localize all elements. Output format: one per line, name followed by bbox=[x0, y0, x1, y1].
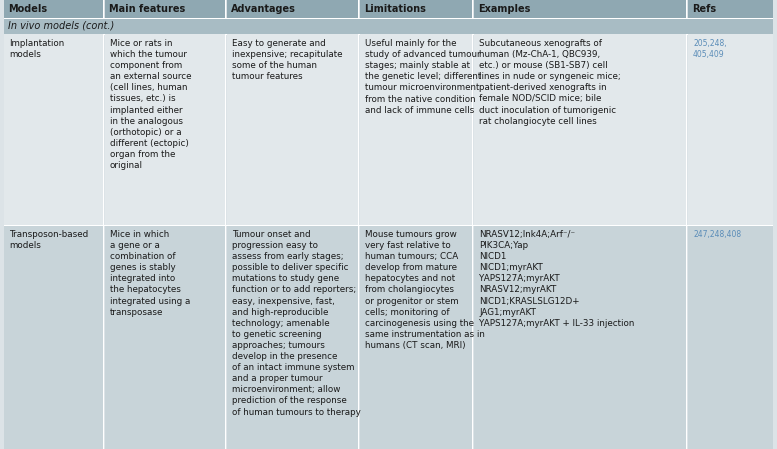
Bar bbox=[225, 0, 226, 18]
Bar bbox=[105, 0, 225, 18]
Bar bbox=[688, 0, 773, 18]
Bar bbox=[4, 18, 773, 19]
Bar bbox=[360, 0, 472, 18]
Bar bbox=[4, 34, 103, 225]
Bar bbox=[227, 225, 358, 449]
Bar bbox=[105, 225, 225, 449]
Bar bbox=[227, 34, 358, 225]
Text: NRASV12;Ink4A;Arf⁻/⁻
PIK3CA;Yap
NICD1
NICD1;myrAKT
YAPS127A;myrAKT
NRASV12;myrAK: NRASV12;Ink4A;Arf⁻/⁻ PIK3CA;Yap NICD1 NI… bbox=[479, 230, 634, 328]
Bar bbox=[227, 0, 358, 18]
Bar bbox=[472, 225, 473, 449]
Text: Useful mainly for the
study of advanced tumour
stages; mainly stable at
the gene: Useful mainly for the study of advanced … bbox=[365, 39, 481, 114]
Bar bbox=[358, 0, 359, 18]
Text: Examples: Examples bbox=[478, 4, 531, 14]
Bar bbox=[474, 0, 686, 18]
Text: 247,248,408: 247,248,408 bbox=[693, 230, 741, 239]
Text: Limitations: Limitations bbox=[364, 4, 426, 14]
Text: Refs: Refs bbox=[692, 4, 716, 14]
Text: 205,248,
405,409: 205,248, 405,409 bbox=[693, 39, 726, 59]
Bar bbox=[472, 0, 473, 18]
Bar bbox=[4, 225, 773, 226]
Bar bbox=[474, 34, 686, 225]
Bar bbox=[103, 225, 104, 449]
Text: Main features: Main features bbox=[109, 4, 185, 14]
Bar bbox=[4, 0, 103, 18]
Text: Advantages: Advantages bbox=[231, 4, 296, 14]
Text: Mice in which
a gene or a
combination of
genes is stably
integrated into
the hep: Mice in which a gene or a combination of… bbox=[110, 230, 190, 317]
Bar bbox=[360, 34, 472, 225]
Bar bbox=[225, 225, 226, 449]
Bar bbox=[360, 225, 472, 449]
Text: In vivo models (cont.): In vivo models (cont.) bbox=[8, 21, 114, 31]
Text: Subcutaneous xenografts of
human (Mz-ChA-1, QBC939,
etc.) or mouse (SB1-SB7) cel: Subcutaneous xenografts of human (Mz-ChA… bbox=[479, 39, 621, 126]
Bar bbox=[358, 225, 359, 449]
Bar bbox=[686, 225, 687, 449]
Text: Transposon-based
models: Transposon-based models bbox=[9, 230, 89, 250]
Bar bbox=[103, 34, 104, 225]
Text: Tumour onset and
progression easy to
assess from early stages;
possible to deliv: Tumour onset and progression easy to ass… bbox=[232, 230, 361, 417]
Text: Models: Models bbox=[8, 4, 47, 14]
Bar bbox=[4, 34, 773, 35]
Bar bbox=[358, 34, 359, 225]
Bar bbox=[686, 0, 687, 18]
Bar bbox=[103, 0, 104, 18]
Bar bbox=[688, 225, 773, 449]
Bar bbox=[688, 34, 773, 225]
Bar bbox=[686, 34, 687, 225]
Bar bbox=[474, 225, 686, 449]
Text: Easy to generate and
inexpensive; recapitulate
some of the human
tumour features: Easy to generate and inexpensive; recapi… bbox=[232, 39, 343, 81]
Bar bbox=[4, 18, 773, 34]
Bar bbox=[105, 34, 225, 225]
Text: Implantation
models: Implantation models bbox=[9, 39, 64, 59]
Bar bbox=[225, 34, 226, 225]
Text: Mice or rats in
which the tumour
component from
an external source
(cell lines, : Mice or rats in which the tumour compone… bbox=[110, 39, 191, 170]
Text: Mouse tumours grow
very fast relative to
human tumours; CCA
develop from mature
: Mouse tumours grow very fast relative to… bbox=[365, 230, 485, 350]
Bar bbox=[472, 34, 473, 225]
Bar bbox=[4, 225, 103, 449]
